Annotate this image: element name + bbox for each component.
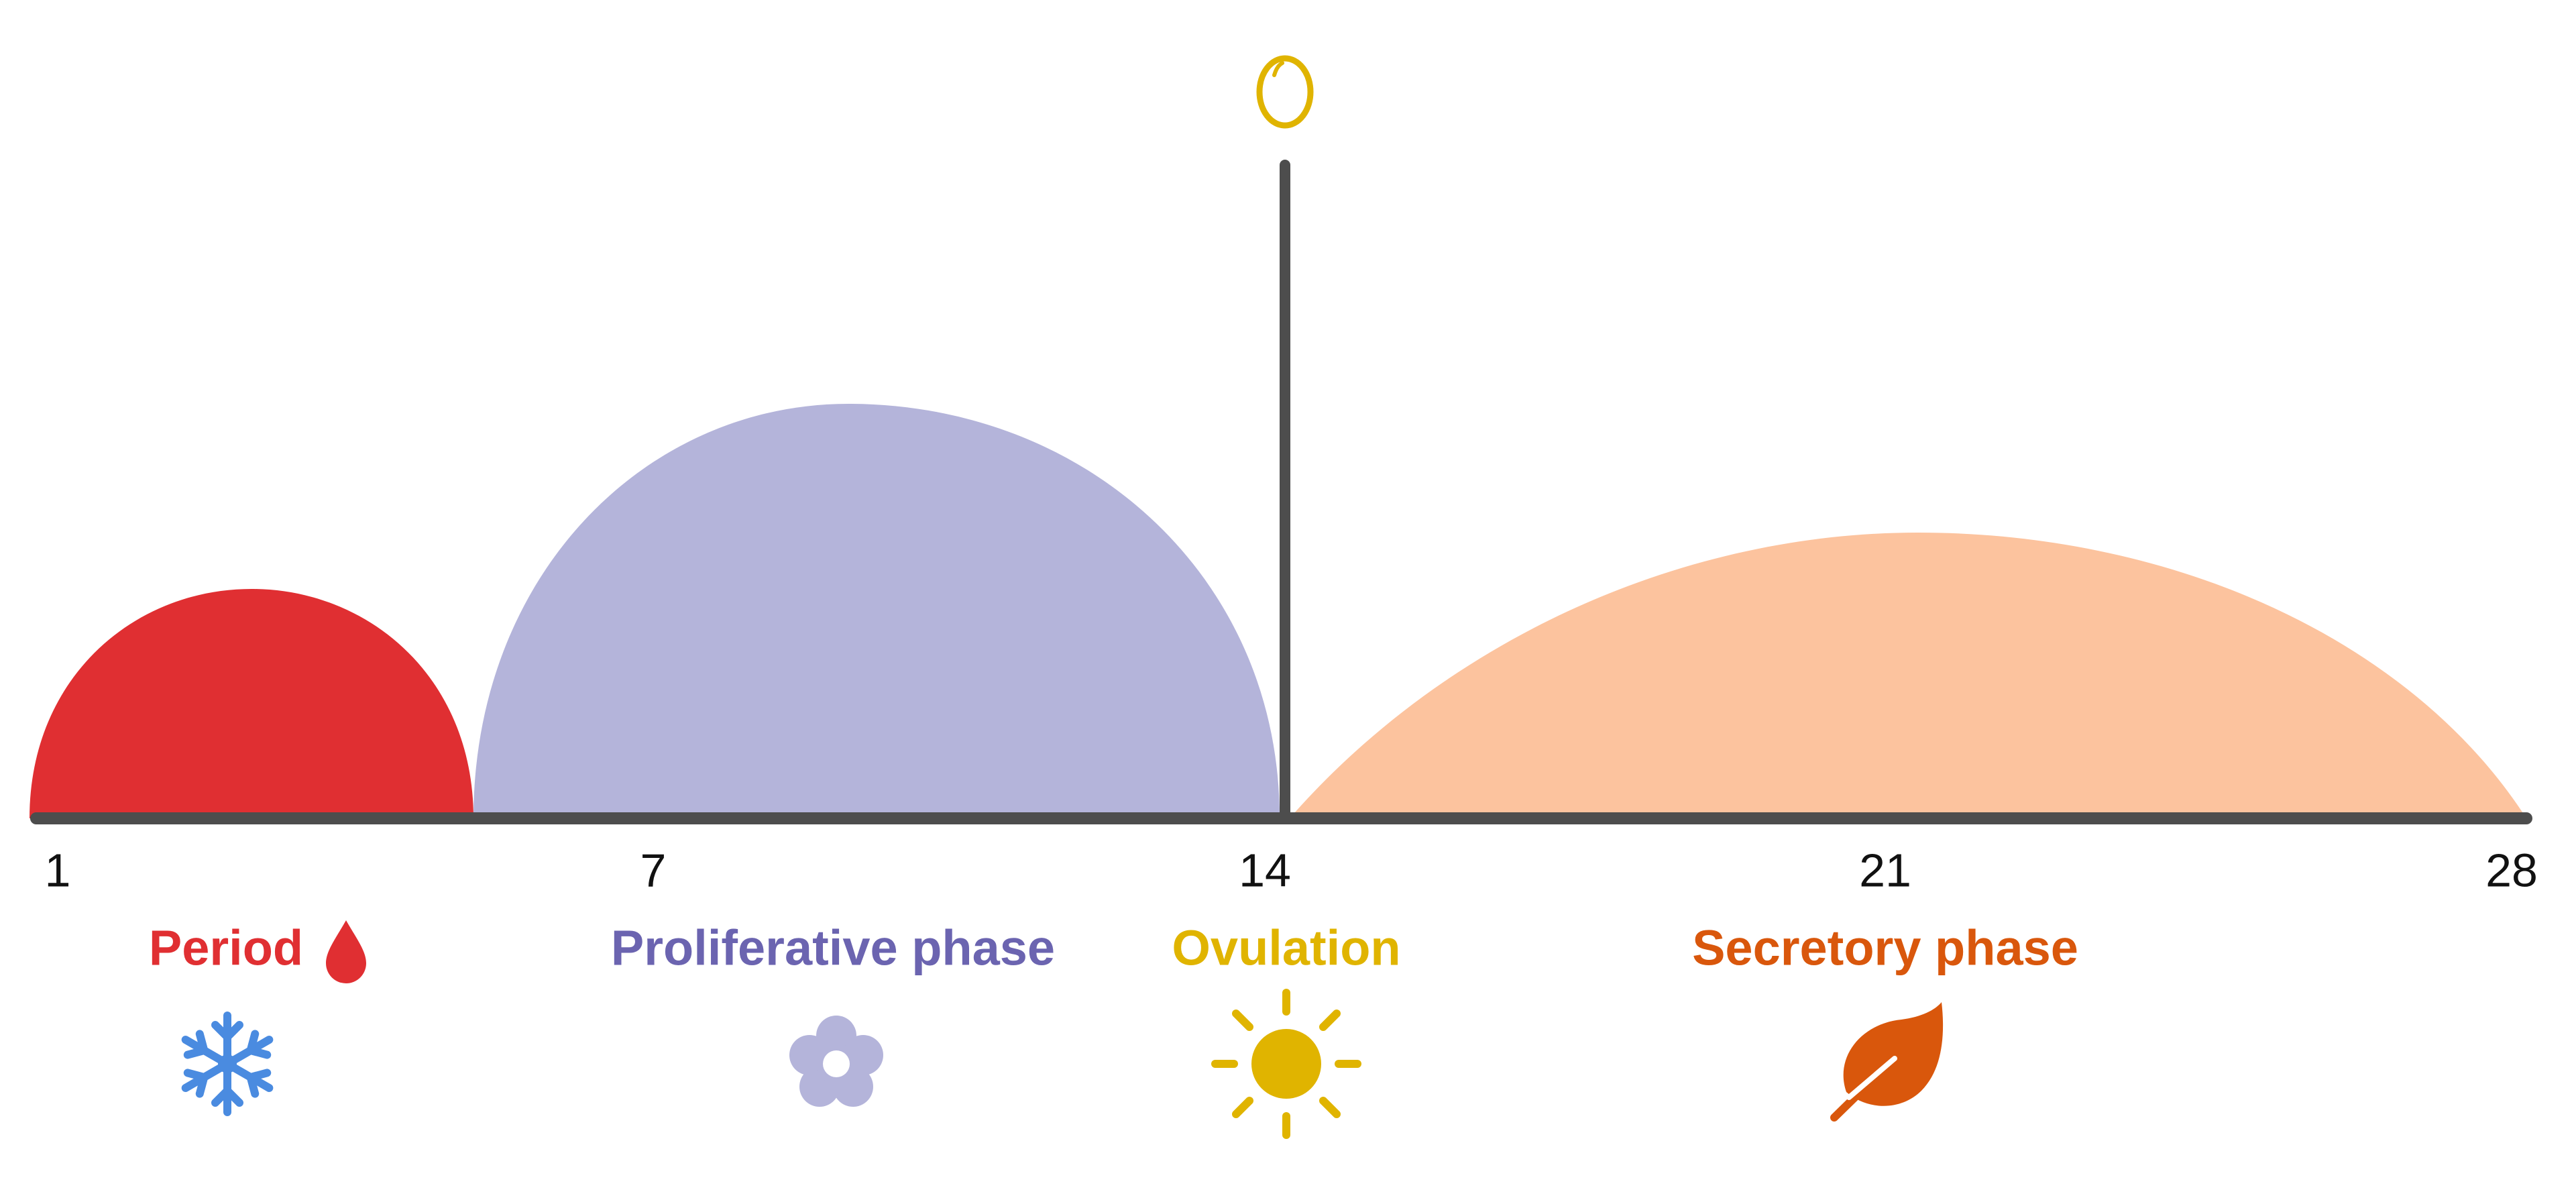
egg-shine xyxy=(1272,61,1284,77)
proliferative-hump xyxy=(473,404,1280,818)
phase-label: Proliferative phase xyxy=(611,920,1055,976)
drop-icon xyxy=(326,920,366,983)
tick-label: 1 xyxy=(45,844,71,896)
sun-icon xyxy=(1211,989,1361,1139)
tick-label: 28 xyxy=(2485,844,2538,896)
flower-icon xyxy=(789,1016,883,1107)
secretory-hump xyxy=(1290,533,2526,818)
tick-label: 7 xyxy=(640,844,667,896)
phase-label: Period xyxy=(149,920,303,976)
snowflake-icon xyxy=(181,1012,274,1116)
period-hump xyxy=(30,589,473,818)
tick-label: 14 xyxy=(1239,844,1291,896)
leaf-icon xyxy=(1830,1002,1944,1122)
egg-icon xyxy=(1256,55,1314,129)
tick-label: 21 xyxy=(1859,844,1911,896)
phase-label: Secretory phase xyxy=(1692,920,2078,976)
phase-label: Ovulation xyxy=(1172,920,1400,976)
